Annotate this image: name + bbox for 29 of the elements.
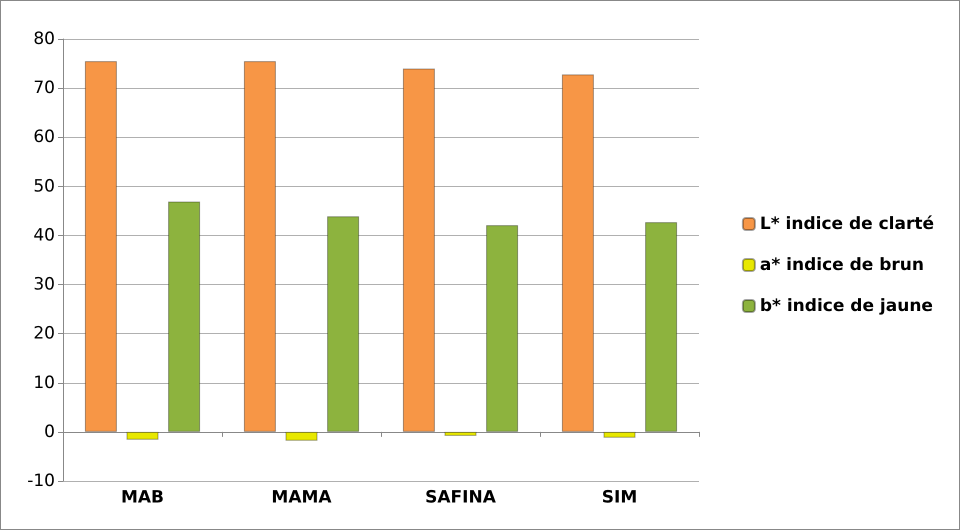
bar [645, 222, 678, 432]
y-tick-label: -10 [27, 471, 55, 491]
y-tick-label: 70 [33, 78, 55, 98]
bar [486, 225, 518, 432]
y-tick-label: 80 [33, 29, 55, 49]
bar [327, 216, 360, 432]
bar [444, 432, 476, 436]
bar [286, 432, 318, 441]
bar [84, 61, 117, 432]
bar [562, 74, 594, 432]
x-tick-label: MAMA [271, 488, 332, 508]
y-tick-label: 60 [33, 127, 55, 148]
legend-label: a* indice de brun [760, 255, 924, 275]
y-tick-label: 10 [33, 372, 55, 393]
y-tick-label: 30 [33, 274, 55, 295]
bar [126, 432, 158, 440]
x-tick-label: SIM [602, 488, 638, 508]
y-tick-label: 40 [33, 225, 55, 246]
bar [402, 68, 435, 432]
legend-label: L* indice de clarté [760, 214, 934, 234]
x-tick-label: MAB [120, 488, 164, 508]
y-tick-label: 50 [33, 176, 55, 196]
y-tick-label: 0 [44, 422, 55, 442]
bar [168, 202, 200, 432]
x-tick-label: SAFINA [425, 488, 497, 508]
y-tick-label: 20 [33, 324, 55, 344]
bar [244, 61, 276, 432]
legend-label: b* indice de jaune [760, 296, 933, 316]
bar [604, 432, 636, 438]
